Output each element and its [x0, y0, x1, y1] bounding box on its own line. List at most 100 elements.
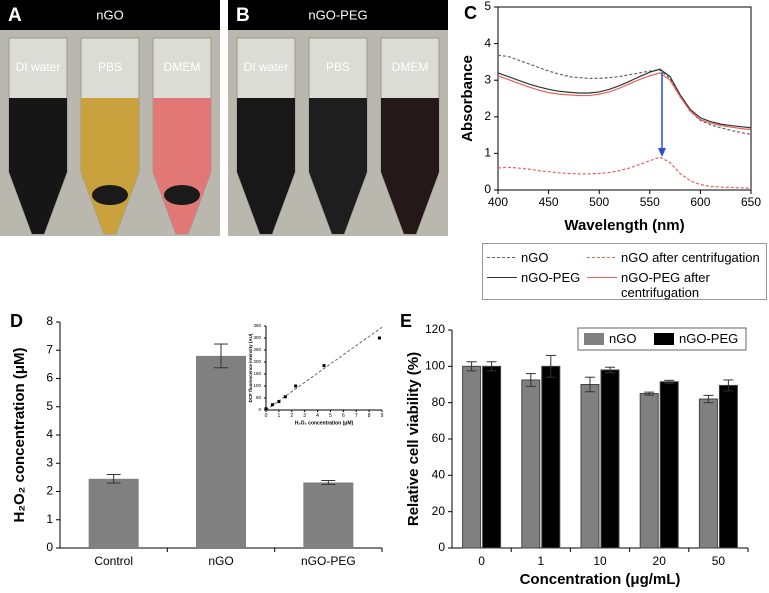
y-tick-label: 4	[484, 36, 491, 50]
y-axis-title: DCF fluorescence intensity (AU)	[248, 333, 253, 402]
panel-label: D	[10, 311, 23, 331]
x-tick-label: 10	[593, 554, 607, 568]
legend-label: nGO-PEG	[521, 270, 581, 285]
tube-liquid	[309, 98, 367, 234]
point	[377, 336, 381, 340]
x-tick-label: Control	[94, 554, 133, 568]
point	[270, 403, 274, 407]
y-tick-label: 5	[484, 0, 491, 13]
panel-label: A	[8, 5, 22, 26]
tube-label: DMEM	[392, 60, 429, 74]
sediment	[92, 185, 128, 205]
tube-liquid	[381, 98, 439, 234]
photo-header	[0, 0, 220, 30]
x-tick-label: 7	[355, 413, 358, 419]
y-tick-label: 3	[46, 455, 53, 469]
y-tick-label: 350	[253, 323, 261, 328]
legend-swatch	[487, 257, 517, 258]
bar	[482, 365, 502, 549]
legend-swatch	[654, 333, 674, 345]
y-tick-label: 2	[46, 484, 53, 498]
panel-label: C	[464, 3, 477, 23]
legend-entry: nGO after centrifugation	[585, 250, 761, 265]
photo-title: nGO-PEG	[308, 7, 367, 22]
bar	[698, 398, 718, 549]
y-tick-label: 100	[253, 383, 261, 388]
photo-title: nGO	[96, 7, 123, 22]
y-tick-label: 4	[46, 427, 53, 441]
bar	[541, 365, 561, 549]
y-tick-label: 6	[46, 371, 53, 385]
tube-label: DI water	[244, 60, 289, 74]
x-tick-label: 0	[478, 554, 485, 568]
x-tick-label: 0	[265, 413, 268, 419]
line-series	[497, 54, 752, 135]
legend-entry: nGO-PEG	[485, 270, 661, 285]
x-tick-label: 5	[329, 413, 332, 419]
bar	[521, 379, 541, 549]
x-tick-label: 400	[488, 195, 508, 209]
y-axis-title: Relative cell viability (%)	[405, 352, 422, 526]
line-series	[497, 68, 752, 129]
line-series	[497, 72, 752, 131]
bar	[88, 478, 139, 548]
tube-label: PBS	[98, 60, 122, 74]
x-tick-label: 8	[368, 413, 371, 419]
photo-header	[228, 0, 448, 30]
y-axis-title: H₂O₂ concentration (μM)	[11, 347, 28, 522]
x-axis-title: H₂O₂ concentration (μM)	[295, 420, 354, 426]
tube-liquid	[9, 98, 67, 234]
x-tick-label: 9	[381, 413, 384, 419]
bar	[639, 393, 659, 549]
y-tick-label: 7	[46, 342, 53, 356]
y-tick-label: 0	[484, 182, 491, 196]
y-tick-label: 0	[258, 407, 261, 412]
bar	[303, 482, 354, 548]
y-tick-label: 50	[256, 395, 262, 400]
y-tick-label: 40	[432, 468, 446, 482]
legend-label: nGO-PEG	[679, 331, 738, 346]
point	[277, 400, 281, 404]
tube-label: PBS	[326, 60, 350, 74]
x-tick-label: 450	[539, 195, 559, 209]
point	[264, 407, 268, 411]
legend-label: nGO-PEG after centrifugation	[621, 270, 710, 300]
y-tick-label: 8	[46, 314, 53, 328]
panel-label: E	[400, 311, 412, 331]
x-axis-title: Wavelength (nm)	[564, 217, 684, 234]
y-tick-label: 20	[432, 504, 446, 518]
x-tick-label: 20	[653, 554, 667, 568]
x-tick-label: 6	[342, 413, 345, 419]
y-tick-label: 60	[432, 431, 446, 445]
x-tick-label: nGO-PEG	[301, 554, 356, 568]
y-tick-label: 120	[425, 322, 445, 336]
bar	[580, 384, 600, 549]
line-series	[497, 156, 752, 189]
x-tick-label: 4	[316, 413, 319, 419]
legend-swatch	[584, 333, 604, 345]
legend-label: nGO	[609, 331, 636, 346]
y-tick-label: 300	[253, 335, 261, 340]
y-tick-label: 2	[484, 109, 491, 123]
bar	[600, 369, 620, 549]
x-tick-label: 600	[690, 195, 710, 209]
bar	[718, 384, 738, 549]
fit-line	[265, 326, 383, 411]
x-axis-title: Concentration (μg/mL)	[520, 571, 681, 588]
legend-label: nGO after centrifugation	[621, 250, 760, 265]
x-tick-label: 1	[537, 554, 544, 568]
legend: nGO nGO after centrifugation nGO-PEG nGO-PE…	[482, 243, 767, 300]
y-tick-label: 200	[253, 359, 261, 364]
x-tick-label: 550	[640, 195, 660, 209]
legend-swatch	[587, 257, 617, 258]
y-axis-title: Absorbance	[459, 55, 476, 142]
x-tick-label: 650	[741, 195, 761, 209]
tube-label: DMEM	[164, 60, 201, 74]
legend-swatch	[587, 277, 617, 278]
y-tick-label: 1	[46, 512, 53, 526]
x-tick-label: 2	[290, 413, 293, 419]
